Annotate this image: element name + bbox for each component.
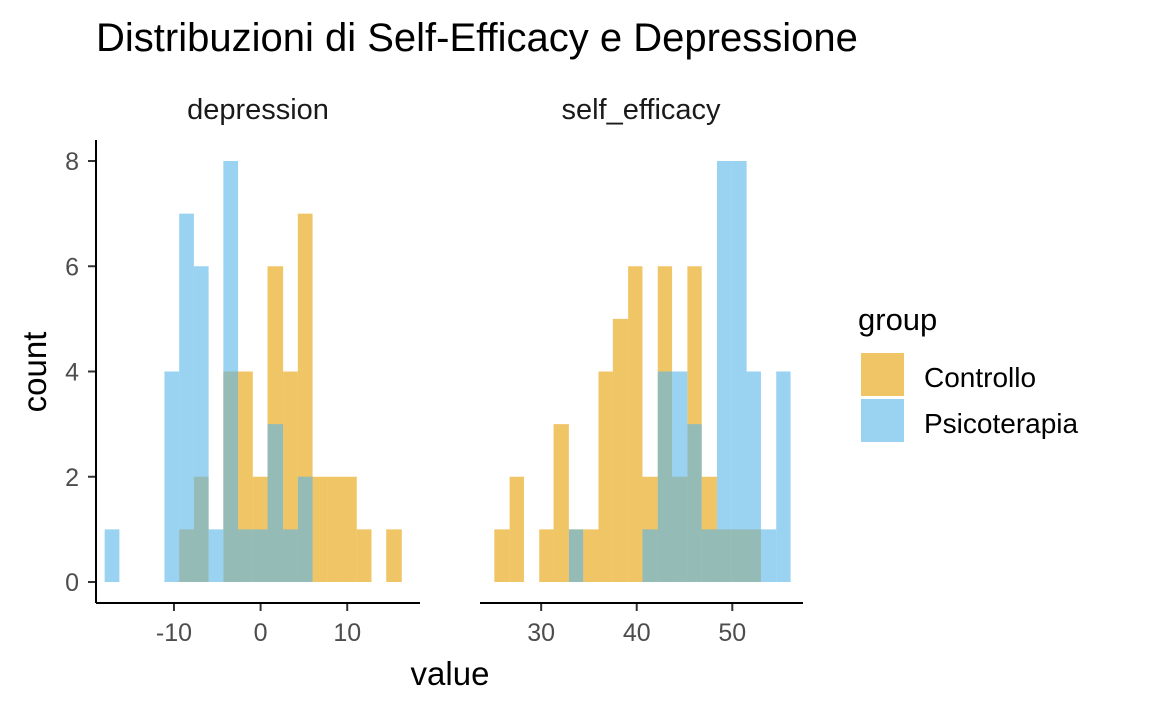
y-tick-label: 0 bbox=[65, 569, 79, 597]
histogram-bar-depression-controllo bbox=[283, 371, 298, 582]
histogram-bar-self-efficacy-controllo bbox=[612, 318, 629, 583]
histogram-bar-self-efficacy-psicoterapia bbox=[657, 371, 673, 582]
histogram-bar-self-efficacy-controllo bbox=[509, 476, 524, 582]
histogram-bar-self-efficacy-controllo bbox=[628, 266, 643, 582]
histogram-bar-self-efficacy-psicoterapia bbox=[760, 529, 777, 583]
histogram-bar-depression-psicoterapia bbox=[252, 529, 268, 583]
y-tick-label: 2 bbox=[65, 464, 79, 492]
x-tick-label: 40 bbox=[623, 619, 651, 647]
panel-label-self-efficacy: self_efficacy bbox=[561, 94, 721, 126]
x-tick-label: 30 bbox=[527, 619, 555, 647]
histogram-bar-depression-controllo bbox=[386, 529, 402, 583]
legend-label-controllo: Controllo bbox=[924, 362, 1036, 393]
histogram-bar-depression-psicoterapia bbox=[223, 161, 239, 582]
y-tick-label: 6 bbox=[65, 253, 79, 281]
legend-label-psicoterapia: Psicoterapia bbox=[924, 408, 1079, 439]
x-tick-label: 10 bbox=[333, 619, 361, 647]
histogram-bar-self-efficacy-controllo bbox=[583, 529, 599, 583]
histogram-bar-self-efficacy-psicoterapia bbox=[776, 371, 791, 582]
histogram-bar-self-efficacy-psicoterapia bbox=[687, 424, 702, 583]
histogram-bar-self-efficacy-psicoterapia bbox=[568, 529, 584, 583]
histogram-bar-self-efficacy-controllo bbox=[598, 371, 613, 582]
histogram-bar-depression-psicoterapia bbox=[283, 529, 298, 583]
y-tick-label: 4 bbox=[65, 359, 79, 387]
x-tick-label: 50 bbox=[718, 619, 746, 647]
x-ticks-self-efficacy: 30 40 50 bbox=[527, 603, 746, 647]
histogram-bar-self-efficacy-psicoterapia bbox=[672, 371, 688, 582]
panel-depression: depression -10 0 10 bbox=[96, 94, 420, 647]
y-ticks: 0 2 4 6 8 bbox=[65, 148, 96, 597]
legend-key-psicoterapia bbox=[861, 399, 904, 442]
histogram-bar-depression-controllo bbox=[238, 371, 253, 582]
histogram-bar-self-efficacy-psicoterapia bbox=[731, 161, 747, 582]
histogram-bar-depression-psicoterapia bbox=[164, 371, 180, 582]
x-axis-title: value bbox=[411, 655, 490, 692]
panel-self-efficacy: self_efficacy 30 40 50 bbox=[480, 94, 803, 647]
histogram-bar-depression-psicoterapia bbox=[238, 529, 253, 583]
histogram-bar-depression-psicoterapia bbox=[193, 266, 209, 582]
legend-key-controllo bbox=[861, 353, 904, 396]
legend: group Controllo Psicoterapia bbox=[858, 302, 1079, 442]
histogram-bar-depression-controllo bbox=[356, 529, 372, 583]
histogram-bar-depression-psicoterapia bbox=[179, 213, 194, 583]
histogram-bar-depression-controllo bbox=[342, 476, 357, 582]
histogram-bar-depression-psicoterapia bbox=[104, 529, 120, 583]
histogram-bar-self-efficacy-psicoterapia bbox=[642, 529, 658, 583]
histogram-bar-self-efficacy-psicoterapia bbox=[716, 161, 732, 582]
legend-title: group bbox=[858, 302, 937, 337]
histogram-bar-depression-psicoterapia bbox=[208, 529, 224, 583]
histogram-bar-depression-psicoterapia bbox=[297, 476, 313, 582]
histogram-bar-self-efficacy-controllo bbox=[539, 529, 554, 583]
x-tick-label: -10 bbox=[156, 619, 192, 647]
y-tick-label: 8 bbox=[65, 148, 79, 176]
bars-depression bbox=[104, 161, 402, 583]
x-tick-label: 0 bbox=[254, 619, 268, 647]
bars-self-efficacy bbox=[494, 161, 791, 583]
y-axis-title: count bbox=[16, 332, 53, 413]
histogram-bar-depression-psicoterapia bbox=[267, 424, 284, 583]
x-ticks-depression: -10 0 10 bbox=[156, 603, 361, 647]
panel-label-depression: depression bbox=[187, 94, 329, 126]
histogram-bar-self-efficacy-psicoterapia bbox=[701, 529, 717, 583]
chart-title: Distribuzioni di Self-Efficacy e Depress… bbox=[96, 16, 858, 60]
histogram-bar-self-efficacy-controllo bbox=[553, 424, 569, 583]
histogram-bar-depression-controllo bbox=[312, 476, 328, 582]
histogram-bar-self-efficacy-psicoterapia bbox=[746, 371, 761, 582]
histogram-bar-self-efficacy-controllo bbox=[494, 529, 510, 583]
histogram-bar-depression-controllo bbox=[327, 476, 343, 582]
